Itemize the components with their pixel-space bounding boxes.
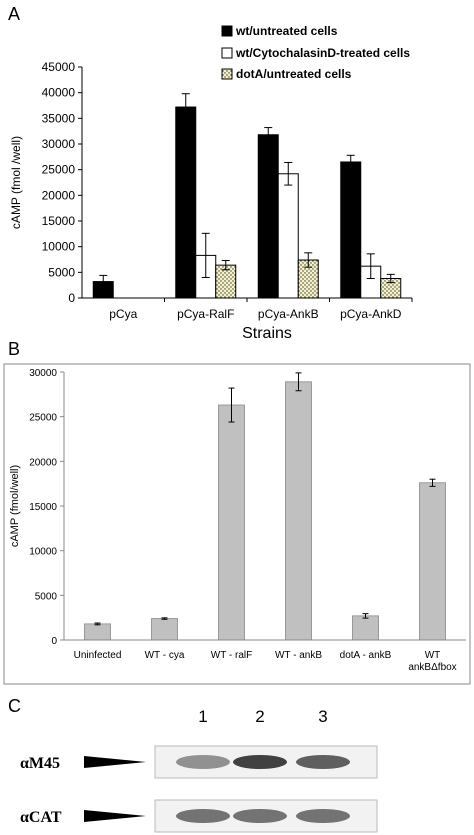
chart-b-y-tick-label: 15000 [29,502,57,513]
chart-a-y-tick-label: 25000 [42,163,76,177]
chart-b-ticks: 0 5000 10000 15000 20000 25000 30000 Uninfected… [29,368,457,673]
chart-b-frame [3,363,471,685]
chart-b-bar [151,618,178,641]
chart-a-x-tick-label: pCya-RalF [177,307,234,321]
chart-b-x-tick-line: ankBΔfbox [408,662,456,673]
chart-b-x-tick-line: dotA - ankB [340,650,392,661]
blot-row-label: αM45 [20,755,60,772]
blot-lane-label: 3 [318,707,327,726]
chart-b-x-tick-label: WT - ankB [275,650,322,661]
blot-band [296,755,350,769]
chart-a-bar [257,134,279,299]
chart-a-legend-label: wt/CytochalasinD-treated cells [235,46,410,60]
chart-b-y-tick-label: 20000 [29,457,57,468]
chart-a-x-tick-label: pCya [109,307,137,321]
chart-a-x-tick-label: pCya-AnkB [258,307,319,321]
chart-a-y-tick-label: 35000 [42,111,76,125]
western-blot: 1 2 3 αM45 αCAT [20,707,378,833]
panel-a-letter: A [8,4,20,24]
chart-a-y-tick-label: 40000 [42,86,76,100]
chart-b-y-tick-label: 0 [51,636,57,647]
blot-row-label: αCAT [20,809,62,826]
blot-band [176,755,230,769]
chart-a-y-tick-label: 20000 [42,188,76,202]
chart-b-x-tick-label: dotA - ankB [340,650,392,661]
chart-a-legend-swatch [221,25,233,37]
chart-a-y-tick-label: 45000 [42,60,76,74]
chart-b-x-tick-line: WT [425,650,441,661]
blot-band [296,809,350,823]
chart-b-bar [218,404,245,641]
chart-b-x-tick-line: WT - ralF [211,650,252,661]
chart-b-bar [419,482,446,641]
chart-a-bar [277,173,299,299]
blot-band [233,755,287,769]
chart-b-y-tick-label: 5000 [35,591,58,602]
chart-a-x-label: Strains [242,325,292,342]
chart-b-x-tick-line: WT - ankB [275,650,322,661]
chart-a-ticks: 0 5000 10000 15000 20000 25000 30000 35000 40000… [42,60,413,321]
chart-b-x-tick-label: WT - cya [145,650,185,661]
chart-b-y-label: cAMP (fmol/well) [9,465,21,547]
blot-lane-label: 1 [198,707,207,726]
chart-b-x-tick-line: Uninfected [74,650,122,661]
chart-b-bar [352,615,379,641]
chart-a-bars [92,93,402,299]
chart-b-y-tick-label: 30000 [29,368,57,379]
chart-a: 0 5000 10000 15000 20000 25000 30000 35000 40000… [9,24,413,342]
chart-b-bars [84,372,446,641]
blot-lane-label: 2 [255,707,264,726]
chart-b-y-tick-label: 10000 [29,547,57,558]
panel-c-letter: C [8,696,21,716]
chart-a-legend: wt/untreated cells wt/CytochalasinD-treat… [221,24,410,81]
chart-a-bar [175,106,197,299]
chart-a-y-tick-label: 15000 [42,214,76,228]
chart-b-bar [84,623,111,641]
chart-b-y-tick-label: 25000 [29,413,57,424]
chart-a-y-tick-label: 5000 [48,265,75,279]
chart-b-x-tick-line: WT - cya [145,650,185,661]
chart-a-y-tick-label: 10000 [42,240,76,254]
chart-a-legend-swatch [221,68,233,80]
chart-a-y-tick-label: 0 [68,291,75,305]
chart-b-x-tick-label: WT ankBΔfbox [408,650,456,673]
chart-a-y-tick-label: 30000 [42,137,76,151]
blot-arrow-icon [84,810,146,822]
chart-a-y-label: cAMP (fmol /well) [9,136,23,229]
blot-band [176,809,230,823]
blot-band [233,809,287,823]
chart-a-legend-label: dotA/untreated cells [236,67,352,81]
chart-a-bar [340,161,362,299]
chart-a-legend-label: wt/untreated cells [235,24,338,38]
chart-a-legend-swatch [221,47,233,59]
chart-a-x-tick-label: pCya-AnkD [340,307,402,321]
chart-b-bar [285,381,312,641]
blot-arrow-icon [84,756,146,768]
panel-b-letter: B [8,339,20,359]
chart-b-x-tick-label: WT - ralF [211,650,252,661]
chart-b-x-tick-label: Uninfected [74,650,122,661]
chart-b: 0 5000 10000 15000 20000 25000 30000 Uninfected… [3,363,471,685]
